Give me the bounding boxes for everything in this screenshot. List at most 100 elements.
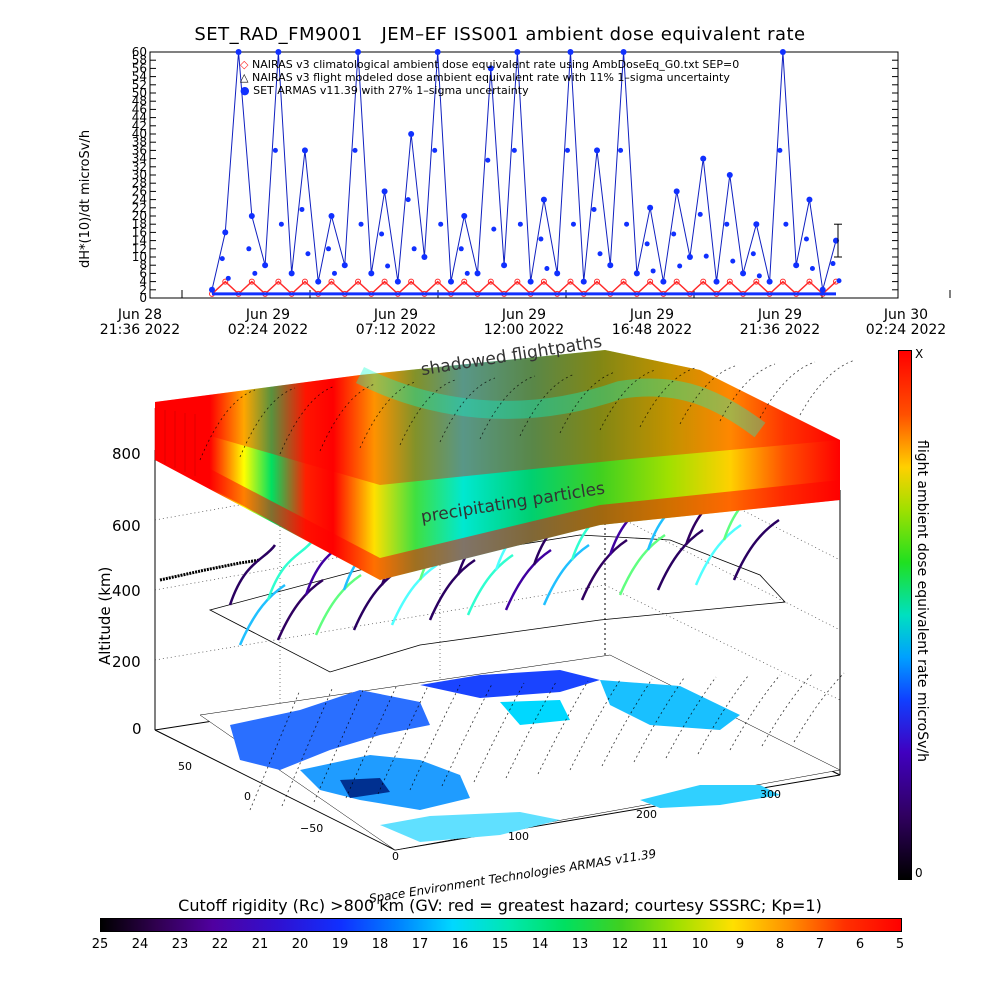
data-point-nairas xyxy=(540,278,547,285)
data-point-armas xyxy=(779,49,786,55)
floor-track-segment xyxy=(665,676,717,759)
rigidity-tick-label: 8 xyxy=(775,937,785,952)
slab-track-segment xyxy=(439,377,496,443)
altitude-3d-panel xyxy=(154,350,856,851)
data-point-armas xyxy=(544,265,550,271)
data-point-armas xyxy=(491,226,497,232)
series-line-nairas xyxy=(211,280,837,295)
data-point-armas xyxy=(540,196,547,203)
x-tick-label: Jun 29 12:00 2022 xyxy=(483,307,565,338)
data-point-armas xyxy=(474,270,481,277)
data-point-armas xyxy=(299,206,305,212)
y-tick-label: 60 xyxy=(132,45,147,59)
orbit-wave-segment xyxy=(428,558,476,621)
data-point-armas xyxy=(756,273,762,279)
data-point-armas xyxy=(819,286,826,293)
orbit-wave-segment xyxy=(504,548,552,611)
data-point-armas xyxy=(405,197,411,203)
slab-track-segment xyxy=(479,375,536,440)
data-point-armas xyxy=(554,270,561,277)
slab-track-segment xyxy=(799,359,856,416)
orbit-wave-segment xyxy=(656,528,704,591)
top-chart-axes: 0246810121416182022242628303234363840424… xyxy=(132,45,951,305)
data-point-armas xyxy=(411,246,417,252)
y-tick-label: 18 xyxy=(132,217,147,231)
floor-track-segment xyxy=(537,680,589,775)
orbit-wave-segment xyxy=(390,563,438,626)
data-point-armas xyxy=(607,262,614,269)
floor-track-segment xyxy=(441,683,493,787)
orbit-wave-segment xyxy=(352,568,400,631)
data-point-armas xyxy=(305,251,311,257)
y-tick-label: 34 xyxy=(132,152,147,166)
floor-track-segment xyxy=(377,685,429,795)
data-point-armas xyxy=(697,211,703,217)
data-point-armas xyxy=(644,241,650,247)
data-point-armas xyxy=(591,206,597,212)
alt-tick-label: 400 xyxy=(112,582,141,600)
alt-tick-label: 600 xyxy=(112,517,141,535)
data-point-armas xyxy=(700,155,707,162)
data-point-armas xyxy=(222,229,229,236)
data-point-armas xyxy=(726,172,733,178)
data-point-armas xyxy=(352,147,358,153)
y-tick-label: 22 xyxy=(132,201,147,215)
data-point-armas xyxy=(740,270,747,277)
slab-track-segment xyxy=(559,371,616,434)
data-point-armas xyxy=(248,213,255,219)
data-point-armas xyxy=(325,246,331,252)
data-point-nairas xyxy=(328,278,335,285)
lon-tick-label: 100 xyxy=(508,830,529,843)
data-point-armas xyxy=(783,221,789,227)
rigidity-tick-label: 12 xyxy=(611,937,629,952)
lat-tick-label: 0 xyxy=(244,790,251,803)
data-point-armas xyxy=(394,278,401,285)
x-tick-label: Jun 29 16:48 2022 xyxy=(611,307,693,338)
data-point-armas xyxy=(580,278,587,285)
data-point-armas xyxy=(355,49,362,55)
rigidity-tick-label: 24 xyxy=(131,937,149,952)
floor-track-segment xyxy=(601,678,653,767)
data-point-nairas xyxy=(567,278,574,285)
floor-track-segment xyxy=(569,679,621,771)
diamond-marker-icon: ◇ xyxy=(240,58,249,71)
rigidity-tick-label: 14 xyxy=(531,937,549,952)
data-point-armas xyxy=(315,278,322,285)
top-chart-series xyxy=(209,49,842,297)
data-point-armas xyxy=(328,213,335,219)
legend-item-nairas-clim: ◇ NAIRAS v3 climatological ambient dose … xyxy=(240,58,739,71)
data-point-armas xyxy=(219,256,225,262)
data-point-armas xyxy=(434,49,441,55)
data-point-armas xyxy=(408,131,415,137)
data-point-armas xyxy=(458,246,464,252)
slab-track-segment xyxy=(719,363,776,422)
rigidity-tick-label: 16 xyxy=(451,937,469,952)
rigidity-caption: Cutoff rigidity (Rc) >800 km (GV: red = … xyxy=(178,896,822,915)
data-point-armas xyxy=(461,213,468,219)
data-point-armas xyxy=(385,263,391,269)
orbit-wave-segment xyxy=(228,544,277,606)
rigidity-tick-label: 17 xyxy=(411,937,429,952)
data-point-armas xyxy=(836,278,842,284)
data-point-armas xyxy=(432,147,438,153)
data-point-armas xyxy=(724,221,730,227)
data-point-nairas xyxy=(461,278,468,285)
rigidity-tick-label: 6 xyxy=(855,937,865,952)
data-point-armas xyxy=(567,49,574,55)
data-point-armas xyxy=(677,263,683,269)
floor-track-segment xyxy=(345,686,397,799)
colorbar-bottom-label: 0 xyxy=(915,866,923,880)
data-point-armas xyxy=(358,221,364,227)
top-chart-ylabel: dH*(10)/dt microSv/h xyxy=(78,129,93,268)
data-point-armas xyxy=(272,147,278,153)
data-point-armas xyxy=(447,278,454,285)
data-point-armas xyxy=(806,196,813,203)
y-tick-label: 6 xyxy=(139,266,147,280)
data-point-armas xyxy=(766,278,773,285)
data-point-nairas xyxy=(355,278,362,285)
world-map-floor xyxy=(199,654,841,851)
data-point-armas xyxy=(830,261,836,267)
data-point-armas xyxy=(713,278,720,285)
x-tick-label: Jun 29 21:36 2022 xyxy=(739,307,821,338)
rigidity-tick-label: 9 xyxy=(735,937,745,952)
